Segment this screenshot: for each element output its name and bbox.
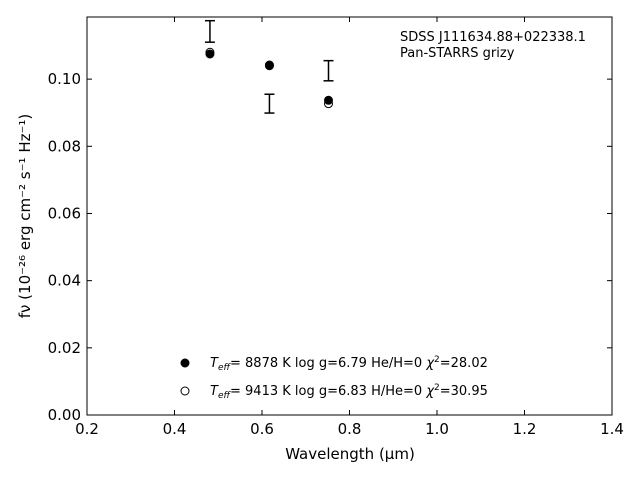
model-point-filled	[324, 95, 333, 105]
legend-label: Teff= 9413 K log g=6.83 H/He=0 χ2=30.95	[210, 383, 488, 401]
model-point-open	[324, 99, 333, 109]
y-tick-label: 0.10	[48, 70, 81, 88]
x-tick-label: 1.0	[425, 420, 449, 438]
observed-errorbars	[204, 19, 334, 114]
y-tick-label: 0.06	[48, 204, 81, 222]
x-tick-label: 0.8	[338, 420, 362, 438]
x-tick-label: 1.2	[513, 420, 537, 438]
model-points	[205, 47, 333, 109]
model-point-open	[264, 61, 274, 71]
x-tick-label: 0.6	[250, 420, 274, 438]
legend-label: Teff= 8878 K log g=6.79 He/H=0 χ2=28.02	[210, 355, 488, 373]
model-point-open	[205, 47, 215, 57]
x-tick-label: 1.4	[600, 420, 624, 438]
observed-errorbar	[204, 19, 215, 43]
x-tick-label: 0.4	[163, 420, 187, 438]
annotation-line-2: Pan-STARRS grizy	[400, 46, 515, 61]
annotation-line-1: SDSS J111634.88+022338.1	[400, 30, 586, 45]
observed-errorbar	[323, 59, 334, 82]
legend-entry: Teff= 8878 K log g=6.79 He/H=0 χ2=28.02	[180, 355, 488, 373]
y-tick-label: 0.08	[48, 137, 81, 155]
ticks: 0.2 0.4 0.6 0.8 1.0 1.2 1.4 0.00 0.02 0.04 0.06 0.0…	[48, 17, 624, 438]
legend-marker-open	[180, 386, 190, 396]
x-tick-label: 0.2	[75, 420, 99, 438]
y-tick-label: 0.00	[48, 406, 81, 424]
observed-errorbar	[264, 93, 275, 114]
x-axis-label: Wavelength (μm)	[285, 445, 415, 463]
legend-marker-filled	[180, 358, 190, 368]
y-tick-label: 0.02	[48, 339, 81, 357]
y-tick-label: 0.04	[48, 272, 81, 290]
legend: Teff= 8878 K log g=6.79 He/H=0 χ2=28.02 T…	[180, 355, 488, 401]
y-axis-label: fν (10⁻²⁶ erg cm⁻² s⁻¹ Hz⁻¹)	[16, 114, 34, 319]
legend-entry: Teff= 9413 K log g=6.83 H/He=0 χ2=30.95	[180, 383, 488, 401]
